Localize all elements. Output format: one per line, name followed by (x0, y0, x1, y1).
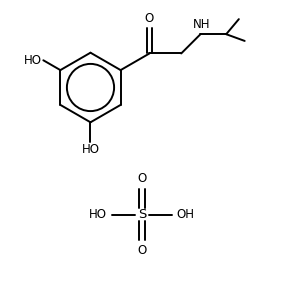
Text: S: S (138, 208, 146, 221)
Text: NH: NH (193, 18, 211, 30)
Text: HO: HO (82, 144, 100, 156)
Text: O: O (137, 244, 147, 257)
Text: O: O (145, 12, 154, 25)
Text: O: O (137, 172, 147, 185)
Text: OH: OH (177, 208, 195, 221)
Text: HO: HO (89, 208, 107, 221)
Text: HO: HO (24, 54, 42, 67)
